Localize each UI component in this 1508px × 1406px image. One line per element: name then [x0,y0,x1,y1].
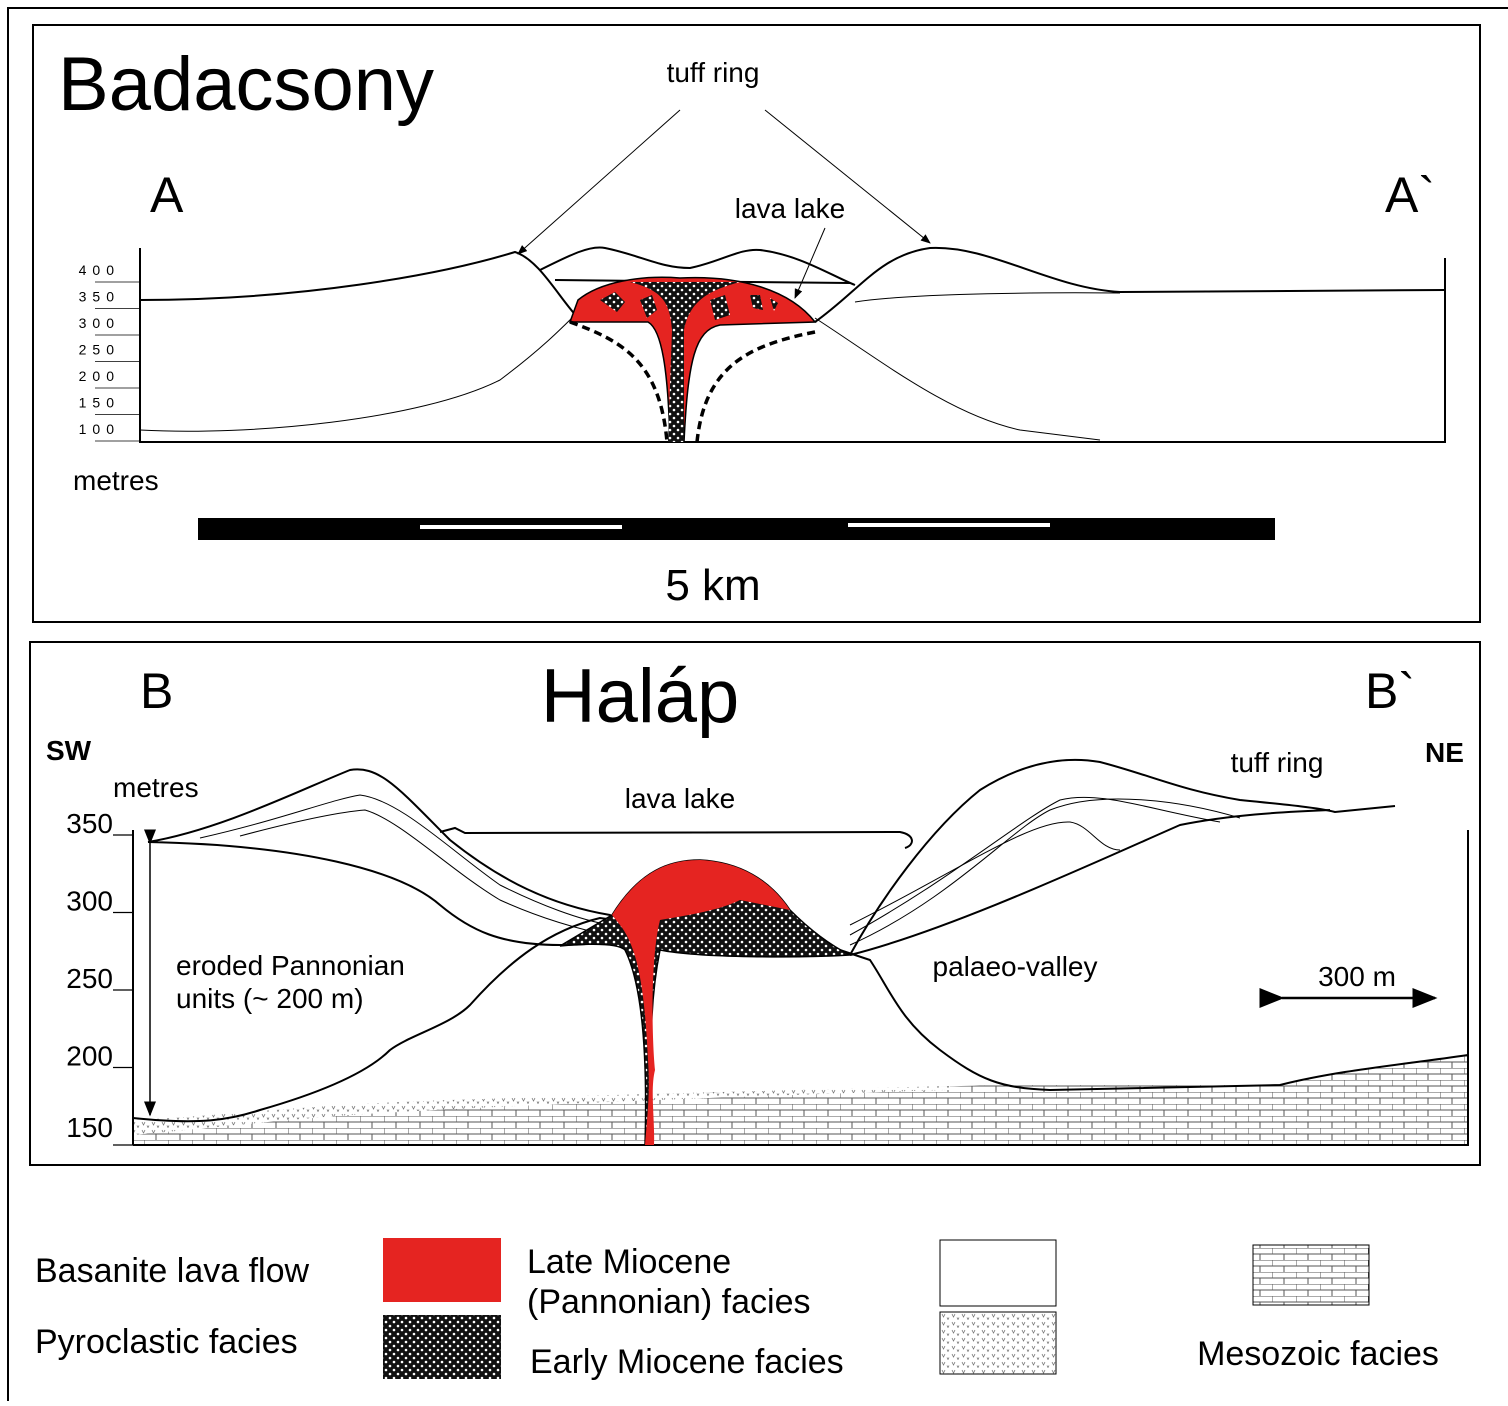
y-tick-label: 300 [79,315,120,331]
section-start: A [150,167,184,223]
mesozoic-facies [133,1055,1468,1145]
lava-lake-label: lava lake [735,193,846,224]
dashed-contact [570,322,667,442]
figure: Badacsony tuff ring A A` lava lake 400 35… [0,0,1508,1401]
scale-bar-segment [848,523,1050,527]
tuff-ring-left [148,769,620,945]
legend-swatch-late-miocene [940,1240,1056,1306]
y-unit-a: metres [73,465,159,496]
palaeo-valley-label: palaeo-valley [933,951,1098,982]
y-tick-label: 250 [79,342,120,358]
legend-swatch-early-miocene [940,1312,1056,1374]
y-axis-b: 350 300 250 200 150 [66,808,133,1145]
legend-label: Early Miocene facies [530,1343,844,1381]
y-tick-label: 150 [66,1112,113,1143]
legend-label: Mesozoic facies [1197,1335,1439,1373]
y-tick-label: 250 [66,963,113,994]
y-unit-b: metres [113,772,199,803]
y-tick-label: 400 [79,262,120,278]
legend-label: (Pannonian) facies [527,1283,811,1321]
dashed-contact [697,332,815,442]
tuff-ring-right [815,248,1445,322]
axes-a [140,248,1445,442]
arrow [795,228,825,298]
scale-bar-segment [420,525,622,529]
eroded-label: units (~ 200 m) [176,983,364,1014]
panel-b-title: Haláp [541,654,740,739]
y-tick-label: 150 [79,395,120,411]
section-end: B` [1365,663,1415,719]
lava-lake-surface [440,828,912,848]
tuff-ring-label: tuff ring [667,57,760,88]
lava-lake-label: lava lake [625,783,736,814]
scale-label: 300 m [1318,961,1396,992]
y-tick-label: 350 [79,289,120,305]
tuff-ring-right [850,760,1395,955]
legend-swatch-mesozoic [1253,1245,1369,1305]
y-tick-label: 200 [66,1041,113,1072]
surface [855,293,1120,302]
pre-eruption-surface [815,318,1100,440]
legend-label: Basanite lava flow [35,1252,309,1290]
y-tick-label: 200 [79,368,120,384]
pre-eruption-surface [140,310,580,431]
legend-label: Late Miocene [527,1243,731,1281]
y-tick-label: 300 [66,886,113,917]
direction: SW [46,735,92,766]
legend-label: Pyroclastic facies [35,1323,298,1361]
panel-a-title: Badacsony [58,42,434,127]
tuff-ring-left [140,252,580,320]
y-tick-label: 350 [66,808,113,839]
scale-bar-label: 5 km [665,561,760,610]
section-end: A` [1385,167,1435,223]
arrow [518,110,680,254]
tuff-ring-label: tuff ring [1231,747,1324,778]
section-start: B [140,663,173,719]
direction: NE [1425,737,1464,768]
legend-swatch-basanite [383,1238,501,1302]
y-tick-label: 100 [79,421,120,437]
y-axis-a: 400 350 300 250 200 150 100 [79,262,140,441]
eroded-label: eroded Pannonian [176,950,405,981]
scale-bar [198,518,1275,540]
legend-swatch-pyroclastic [383,1315,501,1379]
